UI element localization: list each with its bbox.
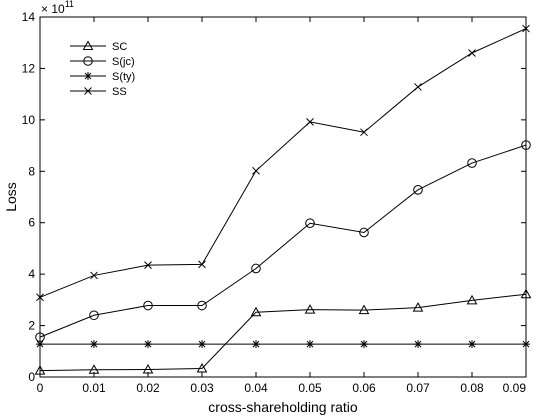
series-layer: [34, 24, 532, 375]
x-tick-label: 0.05: [298, 381, 322, 395]
legend-marker: [84, 87, 92, 95]
x-axis-label: cross-shareholding ratio: [208, 399, 358, 415]
y-axis-multiplier-base: × 10: [41, 2, 65, 16]
data-point: [198, 260, 206, 269]
data-point: [143, 300, 153, 311]
data-point: [88, 364, 100, 374]
plot-frame: [39, 16, 527, 378]
data-point: [306, 340, 314, 349]
x-tick-label: 0.09: [503, 381, 527, 395]
legend-marker: [84, 72, 92, 80]
series-line: [39, 28, 527, 298]
legend-label: S(ty): [112, 71, 135, 83]
y-tick-label: 4: [28, 267, 35, 281]
series-3: [36, 24, 530, 302]
x-tick-label: 0.06: [352, 381, 376, 395]
legend-marker: [82, 40, 94, 50]
data-point: [412, 302, 424, 312]
x-tick-label: 0: [37, 381, 44, 395]
legend-item: SS: [70, 86, 127, 98]
x-tick-label: 0.02: [136, 381, 160, 395]
data-point: [90, 271, 98, 280]
legend-label: SC: [112, 41, 127, 53]
data-point: [90, 340, 98, 349]
series-1: [35, 140, 531, 342]
data-point: [252, 340, 260, 349]
data-point: [413, 185, 423, 195]
data-point: [468, 49, 476, 57]
x-tick-label: 0.04: [244, 381, 268, 395]
data-point: [360, 340, 368, 349]
data-point: [196, 362, 208, 373]
legend-item: S(ty): [70, 71, 135, 83]
y-tick-label: 14: [22, 10, 36, 24]
data-point: [359, 227, 369, 238]
data-point: [197, 300, 207, 311]
data-point: [144, 261, 152, 269]
data-point: [305, 218, 315, 229]
data-point: [251, 263, 261, 274]
data-point: [360, 128, 368, 137]
y-axis-multiplier-exponent: 11: [65, 0, 74, 9]
data-point: [250, 306, 262, 317]
y-axis-multiplier: × 1011: [41, 0, 74, 16]
legend: SC S(jc) S(ty) SS: [70, 40, 135, 98]
data-point: [142, 364, 154, 374]
data-point: [467, 158, 477, 168]
y-axis-ticks: 0 2 4 6 8 10 12 14: [22, 10, 526, 384]
legend-marker: [83, 56, 93, 66]
data-point: [89, 310, 99, 321]
y-tick-label: 2: [28, 319, 35, 333]
data-point: [466, 294, 478, 305]
data-point: [252, 166, 260, 175]
legend-item: SC: [70, 40, 127, 53]
x-axis-ticks: 0 0.01 0.02 0.03 0.04 0.05 0.06 0.07 0.08 0.09: [37, 17, 527, 395]
series-2: [36, 340, 530, 349]
legend-item: S(jc): [70, 56, 135, 68]
series-line: [39, 293, 527, 372]
y-tick-label: 12: [22, 61, 36, 75]
y-tick-label: 10: [22, 113, 36, 127]
y-tick-label: 8: [28, 164, 35, 178]
y-tick-label: 0: [28, 370, 35, 384]
data-point: [304, 304, 316, 314]
data-point: [306, 118, 314, 126]
data-point: [358, 304, 370, 315]
x-tick-label: 0.01: [82, 381, 106, 395]
data-point: [414, 83, 422, 91]
legend-label: S(jc): [112, 56, 135, 68]
data-point: [468, 340, 476, 349]
x-tick-label: 0.03: [190, 381, 214, 395]
data-point: [198, 340, 206, 349]
x-tick-label: 0.07: [406, 381, 430, 395]
legend-label: SS: [112, 86, 127, 98]
x-tick-label: 0.08: [460, 381, 484, 395]
series-line: [39, 144, 527, 338]
data-point: [144, 340, 152, 349]
series-0: [34, 288, 532, 375]
y-tick-label: 6: [28, 216, 35, 230]
data-point: [414, 340, 422, 349]
y-axis-label: Loss: [3, 182, 19, 212]
